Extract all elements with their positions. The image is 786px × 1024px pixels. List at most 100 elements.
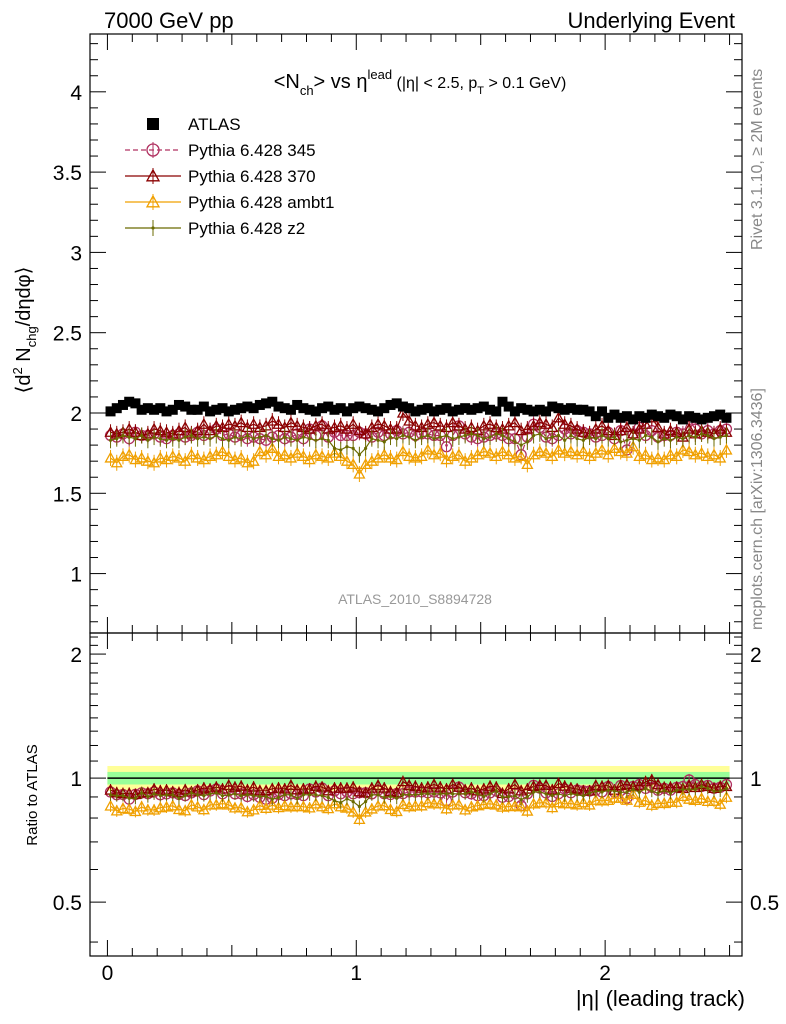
- ratio-point: [577, 796, 590, 808]
- ratio-plot-frame: [89, 632, 743, 957]
- data-point: [615, 412, 626, 423]
- ratio-point: [614, 791, 627, 803]
- legend-marker: [146, 143, 160, 157]
- data-point: [472, 403, 483, 414]
- data-point: [205, 406, 216, 417]
- data-point: [291, 446, 304, 458]
- data-point: [353, 467, 366, 479]
- ratio-point: [116, 802, 130, 814]
- ratio-point: [152, 792, 156, 796]
- ratio-point: [396, 798, 410, 810]
- data-point: [261, 398, 272, 409]
- data-point: [235, 416, 248, 428]
- data-point: [699, 432, 704, 436]
- data-point: [508, 416, 522, 428]
- y-tick-label: 2: [70, 403, 82, 426]
- data-point: [384, 451, 397, 463]
- data-point: [651, 451, 665, 463]
- legend-label: Pythia 6.428 345: [188, 141, 316, 160]
- data-point: [359, 427, 372, 439]
- data-point: [339, 448, 343, 452]
- data-point: [690, 412, 701, 423]
- ratio-point: [475, 792, 480, 796]
- ratio-point: [575, 793, 579, 797]
- data-point: [222, 417, 235, 429]
- ratio-point: [334, 781, 347, 793]
- data-point: [500, 433, 505, 438]
- data-point: [304, 404, 315, 415]
- data-point: [180, 401, 191, 412]
- ratio-point: [409, 799, 422, 811]
- data-point: [485, 404, 496, 415]
- ratio-point: [401, 793, 405, 797]
- data-point: [522, 404, 533, 415]
- data-point: [341, 406, 352, 417]
- data-point: [123, 448, 136, 460]
- ratio-point: [656, 791, 660, 795]
- ratio-point: [177, 796, 181, 801]
- ratio-point: [297, 800, 310, 812]
- ratio-point: [252, 794, 256, 798]
- ratio-point: [390, 805, 403, 817]
- ratio-point: [189, 791, 194, 795]
- data-point: [379, 403, 390, 414]
- legend: ATLAS Pythia 6.428 345 Pythia 6.428 370 Pyt…: [125, 115, 334, 238]
- data-point: [619, 440, 623, 444]
- ratio-point: [328, 781, 341, 793]
- data-point: [259, 448, 273, 460]
- data-point: [539, 446, 553, 458]
- data-point: [565, 403, 576, 414]
- data-point: [105, 406, 116, 417]
- data-point: [108, 438, 113, 442]
- data-point: [447, 406, 458, 417]
- data-point: [167, 404, 178, 415]
- data-point: [152, 435, 156, 439]
- data-point: [332, 446, 337, 450]
- ratio-point: [637, 790, 641, 794]
- legend-marker: [147, 118, 159, 130]
- data-point: [712, 437, 716, 441]
- ratio-point: [266, 782, 279, 794]
- data-point: [507, 437, 511, 441]
- data-point: [403, 450, 416, 462]
- data-point: [211, 404, 222, 415]
- ratio-point: [687, 787, 691, 791]
- data-point: [227, 438, 231, 442]
- data-point: [483, 417, 497, 429]
- data-point: [502, 448, 515, 460]
- ratio-point: [699, 784, 704, 789]
- data-point: [627, 440, 640, 452]
- ratio-point: [347, 805, 360, 817]
- data-point: [124, 396, 135, 407]
- data-point: [345, 445, 349, 449]
- legend-item: Pythia 6.428 345: [125, 141, 316, 160]
- data-point: [320, 437, 324, 441]
- data-point: [326, 438, 330, 442]
- ratio-point: [683, 792, 696, 804]
- ratio-point: [664, 795, 677, 807]
- data-point: [254, 399, 265, 410]
- ratio-point: [339, 801, 343, 805]
- ratio-point: [216, 797, 229, 809]
- data-point: [141, 454, 154, 466]
- ratio-point: [166, 799, 179, 811]
- ratio-y-label: Ratio to ATLAS: [24, 744, 41, 845]
- data-point: [404, 403, 415, 414]
- rivet-label: Rivet 3.1.10, ≥ 2M events: [749, 69, 766, 250]
- data-point: [684, 411, 695, 422]
- data-point: [276, 438, 281, 442]
- ratio-point: [283, 793, 287, 797]
- data-point: [397, 401, 408, 412]
- data-point: [197, 417, 210, 429]
- ratio-point: [544, 792, 548, 796]
- data-point: [466, 404, 477, 415]
- ratio-point: [233, 792, 237, 796]
- ratio-point: [477, 798, 490, 810]
- data-point: [140, 433, 144, 438]
- data-point: [117, 399, 128, 410]
- ratio-point: [284, 800, 298, 812]
- ratio-series-layer: [104, 773, 733, 826]
- ratio-point: [123, 802, 136, 814]
- data-point: [364, 446, 368, 450]
- data-point: [309, 448, 322, 460]
